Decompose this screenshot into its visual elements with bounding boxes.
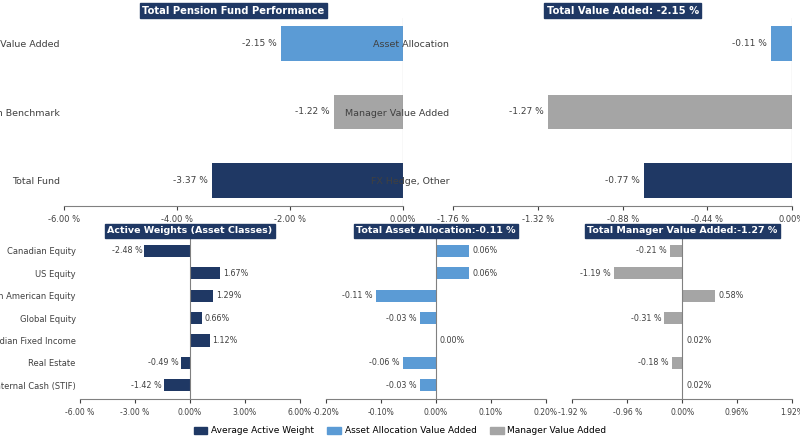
- Text: 1.29%: 1.29%: [216, 291, 241, 300]
- Bar: [190, 267, 221, 280]
- Bar: [181, 357, 190, 369]
- Bar: [190, 289, 214, 302]
- Text: -1.27 %: -1.27 %: [509, 108, 544, 116]
- Title: Total Manager Value Added:-1.27 %: Total Manager Value Added:-1.27 %: [587, 226, 778, 235]
- Bar: [682, 289, 715, 302]
- Bar: [419, 312, 436, 324]
- Text: -0.11 %: -0.11 %: [732, 39, 767, 48]
- Bar: [190, 334, 210, 347]
- Title: Total Value Added: -2.15 %: Total Value Added: -2.15 %: [546, 6, 699, 16]
- Bar: [164, 379, 190, 392]
- Text: -3.37 %: -3.37 %: [173, 176, 208, 185]
- Bar: [419, 379, 436, 392]
- Text: 0.06%: 0.06%: [472, 269, 498, 278]
- Text: 0.58%: 0.58%: [718, 291, 743, 300]
- Text: 0.06%: 0.06%: [472, 246, 498, 255]
- Text: -0.31 %: -0.31 %: [631, 314, 662, 323]
- Bar: [682, 334, 683, 347]
- Bar: [644, 164, 792, 198]
- Text: -1.19 %: -1.19 %: [581, 269, 611, 278]
- Text: 1.67%: 1.67%: [222, 269, 248, 278]
- Bar: [334, 95, 402, 129]
- Bar: [282, 26, 402, 60]
- Bar: [664, 312, 682, 324]
- Bar: [375, 289, 436, 302]
- Text: 0.00%: 0.00%: [439, 336, 465, 345]
- Text: 1.12%: 1.12%: [213, 336, 238, 345]
- Bar: [403, 357, 436, 369]
- Text: -0.49 %: -0.49 %: [148, 358, 178, 367]
- Text: -0.03 %: -0.03 %: [386, 381, 416, 390]
- Text: -0.77 %: -0.77 %: [605, 176, 640, 185]
- Bar: [672, 357, 682, 369]
- Text: 0.02%: 0.02%: [686, 381, 711, 390]
- Title: Total Asset Allocation:-0.11 %: Total Asset Allocation:-0.11 %: [356, 226, 516, 235]
- Text: -0.06 %: -0.06 %: [369, 358, 400, 367]
- Text: -0.18 %: -0.18 %: [638, 358, 669, 367]
- Bar: [771, 26, 792, 60]
- Text: 0.02%: 0.02%: [686, 336, 711, 345]
- Title: Total Pension Fund Performance: Total Pension Fund Performance: [142, 6, 325, 16]
- Bar: [436, 245, 469, 257]
- Bar: [190, 312, 202, 324]
- Bar: [436, 267, 469, 280]
- Title: Active Weights (Asset Classes): Active Weights (Asset Classes): [107, 226, 273, 235]
- Text: -2.15 %: -2.15 %: [242, 39, 277, 48]
- Text: -1.42 %: -1.42 %: [131, 381, 162, 390]
- Text: -0.21 %: -0.21 %: [637, 246, 667, 255]
- Bar: [213, 164, 402, 198]
- Legend: Average Active Weight, Asset Allocation Value Added, Manager Value Added: Average Active Weight, Asset Allocation …: [190, 423, 610, 439]
- Bar: [548, 95, 792, 129]
- Bar: [670, 245, 682, 257]
- Text: 0.66%: 0.66%: [204, 314, 230, 323]
- Bar: [682, 379, 683, 392]
- Text: -2.48 %: -2.48 %: [111, 246, 142, 255]
- Text: -1.22 %: -1.22 %: [294, 108, 330, 116]
- Text: -0.11 %: -0.11 %: [342, 291, 372, 300]
- Bar: [145, 245, 190, 257]
- Text: -0.03 %: -0.03 %: [386, 314, 416, 323]
- Bar: [614, 267, 682, 280]
